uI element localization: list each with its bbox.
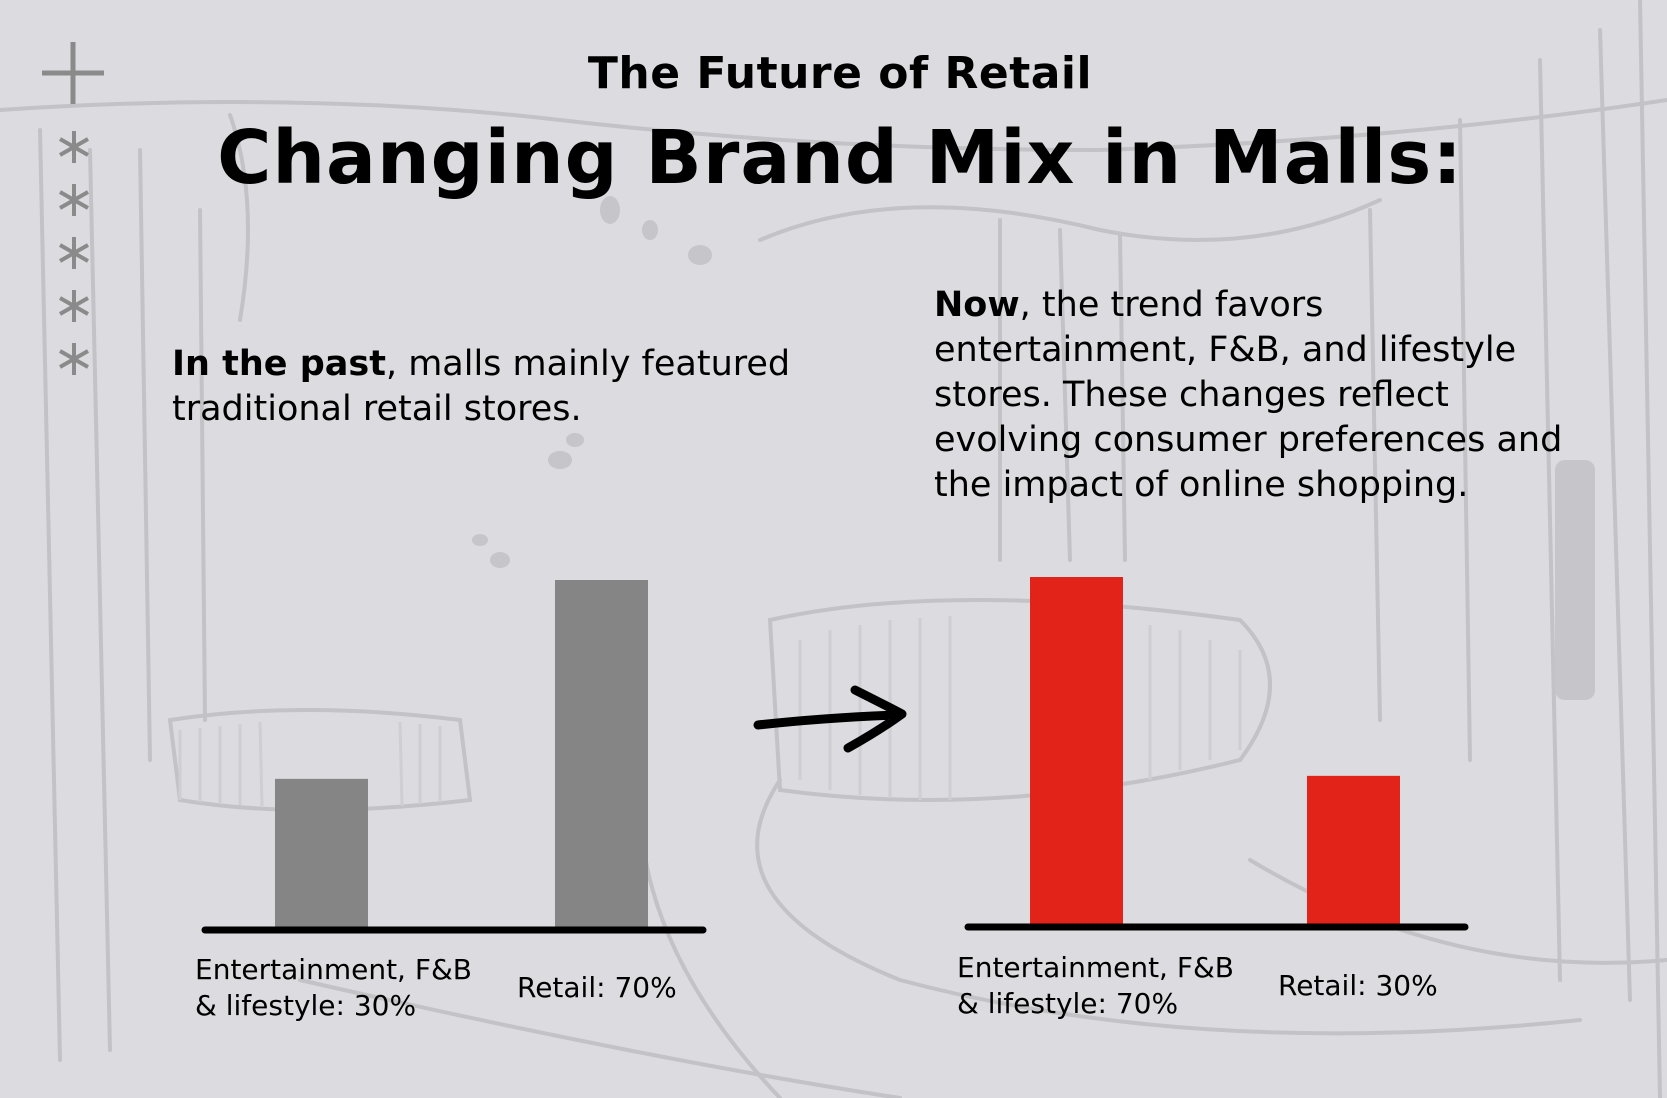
now-lead: Now — [934, 285, 1020, 325]
past-text: , malls mainly featured traditional reta… — [172, 344, 791, 429]
bar-entertainment — [1030, 577, 1123, 925]
category-label: Entertainment, F&B & lifestyle: 30% — [195, 953, 472, 1022]
category-label: Entertainment, F&B & lifestyle: 70% — [957, 951, 1234, 1020]
category-label: Retail: 70% — [517, 971, 677, 1004]
page-title: Changing Brand Mix in Malls: — [217, 115, 1463, 201]
bar-retail — [1307, 775, 1400, 925]
past-lead: In the past — [172, 344, 386, 384]
now-bar-chart — [964, 577, 1469, 931]
past-description: In the past, malls mainly featured tradi… — [172, 342, 812, 432]
plus-icon — [42, 42, 104, 104]
now-text: , the trend favors entertainment, F&B, a… — [934, 285, 1563, 505]
bar-entertainment — [275, 778, 368, 928]
page-overline: The Future of Retail — [587, 48, 1093, 99]
bar-retail — [555, 580, 648, 928]
arrow-right-icon — [753, 685, 907, 753]
past-bar-chart — [201, 580, 707, 934]
category-label: Retail: 30% — [1278, 969, 1438, 1002]
now-description: Now, the trend favors entertainment, F&B… — [934, 283, 1594, 508]
